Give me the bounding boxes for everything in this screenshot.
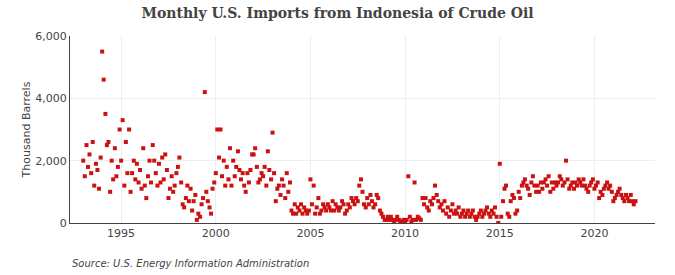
svg-text:Source: U.S. Energy Informatio: Source: U.S. Energy Information Administ… (72, 258, 309, 269)
svg-text:1995: 1995 (107, 227, 135, 240)
svg-text:2005: 2005 (296, 227, 324, 240)
svg-text:Thousand Barrels: Thousand Barrels (20, 81, 33, 178)
svg-text:2020: 2020 (580, 227, 608, 240)
svg-text:2010: 2010 (391, 227, 419, 240)
svg-text:0: 0 (60, 217, 67, 230)
svg-text:2,000: 2,000 (35, 155, 67, 168)
svg-text:4,000: 4,000 (35, 92, 67, 105)
svg-text:Monthly U.S. Imports from Indo: Monthly U.S. Imports from Indonesia of C… (141, 5, 533, 21)
svg-text:6,000: 6,000 (35, 30, 67, 43)
svg-text:2015: 2015 (486, 227, 514, 240)
svg-text:2000: 2000 (202, 227, 230, 240)
